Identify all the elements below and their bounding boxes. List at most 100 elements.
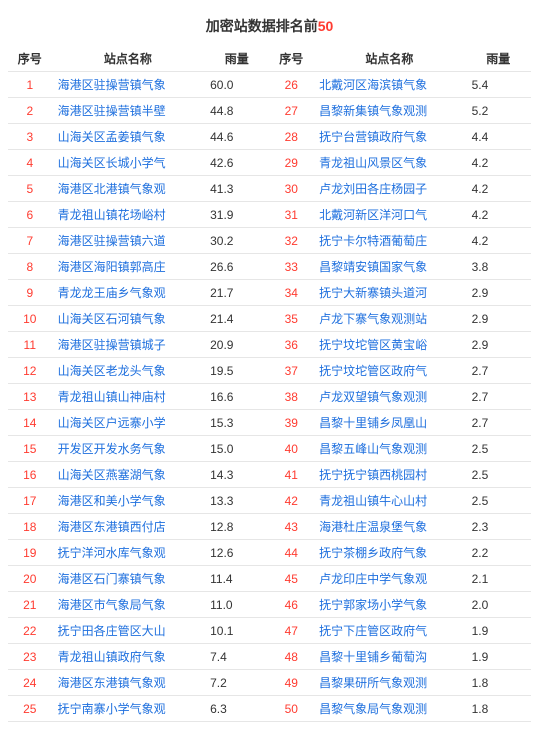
cell-name: 山海关区户远寨小学: [52, 410, 205, 436]
cell-name: 抚宁卡尔特酒葡萄庄: [313, 228, 466, 254]
cell-name: 抚宁大新寨镇头道河: [313, 280, 466, 306]
cell-seq: 3: [8, 124, 52, 150]
table-row: 3山海关区孟姜镇气象44.6: [8, 124, 270, 150]
cell-name: 抚宁茶棚乡政府气象: [313, 540, 466, 566]
cell-seq: 35: [270, 306, 314, 332]
cell-name: 山海关区石河镇气象: [52, 306, 205, 332]
table-row: 4山海关区长城小学气42.6: [8, 150, 270, 176]
table-row: 29青龙祖山风景区气象4.2: [270, 150, 532, 176]
table-row: 38卢龙双望镇气象观测2.7: [270, 384, 532, 410]
cell-seq: 36: [270, 332, 314, 358]
cell-name: 山海关区长城小学气: [52, 150, 205, 176]
cell-rain: 3.8: [466, 254, 531, 280]
table-header-row: 序号 站点名称 雨量: [8, 46, 270, 72]
cell-seq: 21: [8, 592, 52, 618]
cell-name: 海港区东港镇西付店: [52, 514, 205, 540]
cell-name: 抚宁坟坨管区政府气: [313, 358, 466, 384]
cell-rain: 21.7: [204, 280, 269, 306]
cell-seq: 43: [270, 514, 314, 540]
cell-rain: 2.9: [466, 280, 531, 306]
cell-seq: 40: [270, 436, 314, 462]
table-row: 43海港杜庄温泉堡气象2.3: [270, 514, 532, 540]
cell-rain: 5.2: [466, 98, 531, 124]
table-row: 7海港区驻操营镇六道30.2: [8, 228, 270, 254]
cell-seq: 13: [8, 384, 52, 410]
title-prefix: 加密站数据排名前: [206, 18, 318, 34]
cell-seq: 32: [270, 228, 314, 254]
cell-rain: 42.6: [204, 150, 269, 176]
cell-name: 抚宁台营镇政府气象: [313, 124, 466, 150]
table-row: 25抚宁南寨小学气象观6.3: [8, 696, 270, 722]
cell-seq: 45: [270, 566, 314, 592]
cell-seq: 42: [270, 488, 314, 514]
cell-rain: 12.6: [204, 540, 269, 566]
cell-rain: 5.4: [466, 72, 531, 98]
cell-name: 昌黎十里铺乡凤凰山: [313, 410, 466, 436]
table-row: 34抚宁大新寨镇头道河2.9: [270, 280, 532, 306]
header-name: 站点名称: [52, 46, 205, 72]
table-row: 26北戴河区海滨镇气象5.4: [270, 72, 532, 98]
cell-rain: 2.5: [466, 462, 531, 488]
table-row: 32抚宁卡尔特酒葡萄庄4.2: [270, 228, 532, 254]
ranking-table-left: 序号 站点名称 雨量 1海港区驻操营镇气象60.02海港区驻操营镇半壁44.83…: [8, 46, 270, 722]
cell-rain: 19.5: [204, 358, 269, 384]
cell-seq: 46: [270, 592, 314, 618]
cell-seq: 17: [8, 488, 52, 514]
cell-name: 青龙龙王庙乡气象观: [52, 280, 205, 306]
cell-name: 卢龙双望镇气象观测: [313, 384, 466, 410]
cell-rain: 10.1: [204, 618, 269, 644]
table-row: 47抚宁下庄管区政府气1.9: [270, 618, 532, 644]
cell-seq: 8: [8, 254, 52, 280]
cell-name: 海港区驻操营镇气象: [52, 72, 205, 98]
cell-rain: 7.2: [204, 670, 269, 696]
cell-seq: 18: [8, 514, 52, 540]
cell-rain: 1.9: [466, 618, 531, 644]
table-row: 5海港区北港镇气象观41.3: [8, 176, 270, 202]
cell-name: 卢龙刘田各庄杨园子: [313, 176, 466, 202]
title-number: 50: [318, 18, 334, 34]
cell-name: 抚宁抚宁镇西桃园村: [313, 462, 466, 488]
cell-rain: 13.3: [204, 488, 269, 514]
cell-name: 海港区驻操营镇六道: [52, 228, 205, 254]
cell-rain: 60.0: [204, 72, 269, 98]
table-row: 41抚宁抚宁镇西桃园村2.5: [270, 462, 532, 488]
cell-seq: 39: [270, 410, 314, 436]
cell-name: 青龙祖山镇政府气象: [52, 644, 205, 670]
table-row: 23青龙祖山镇政府气象7.4: [8, 644, 270, 670]
cell-seq: 20: [8, 566, 52, 592]
table-row: 12山海关区老龙头气象19.5: [8, 358, 270, 384]
cell-name: 山海关区燕塞湖气象: [52, 462, 205, 488]
cell-seq: 4: [8, 150, 52, 176]
table-row: 2海港区驻操营镇半壁44.8: [8, 98, 270, 124]
header-rain: 雨量: [204, 46, 269, 72]
cell-seq: 11: [8, 332, 52, 358]
cell-name: 青龙祖山镇山神庙村: [52, 384, 205, 410]
cell-rain: 2.5: [466, 488, 531, 514]
cell-rain: 30.2: [204, 228, 269, 254]
table-row: 31北戴河新区洋河口气4.2: [270, 202, 532, 228]
cell-name: 昌黎五峰山气象观测: [313, 436, 466, 462]
table-row: 22抚宁田各庄管区大山10.1: [8, 618, 270, 644]
table-row: 14山海关区户远寨小学15.3: [8, 410, 270, 436]
cell-name: 海港区东港镇气象观: [52, 670, 205, 696]
cell-name: 昌黎十里铺乡葡萄沟: [313, 644, 466, 670]
cell-seq: 34: [270, 280, 314, 306]
cell-seq: 29: [270, 150, 314, 176]
cell-rain: 15.0: [204, 436, 269, 462]
cell-name: 北戴河新区洋河口气: [313, 202, 466, 228]
cell-name: 卢龙下寨气象观测站: [313, 306, 466, 332]
page-title: 加密站数据排名前50: [8, 8, 531, 46]
cell-seq: 25: [8, 696, 52, 722]
header-name: 站点名称: [313, 46, 466, 72]
table-row: 20海港区石门寨镇气象11.4: [8, 566, 270, 592]
cell-rain: 11.4: [204, 566, 269, 592]
cell-seq: 23: [8, 644, 52, 670]
header-seq: 序号: [270, 46, 314, 72]
cell-seq: 27: [270, 98, 314, 124]
table-row: 35卢龙下寨气象观测站2.9: [270, 306, 532, 332]
cell-seq: 1: [8, 72, 52, 98]
tables-wrapper: 序号 站点名称 雨量 1海港区驻操营镇气象60.02海港区驻操营镇半壁44.83…: [8, 46, 531, 722]
table-row: 37抚宁坟坨管区政府气2.7: [270, 358, 532, 384]
table-row: 30卢龙刘田各庄杨园子4.2: [270, 176, 532, 202]
cell-name: 青龙祖山风景区气象: [313, 150, 466, 176]
